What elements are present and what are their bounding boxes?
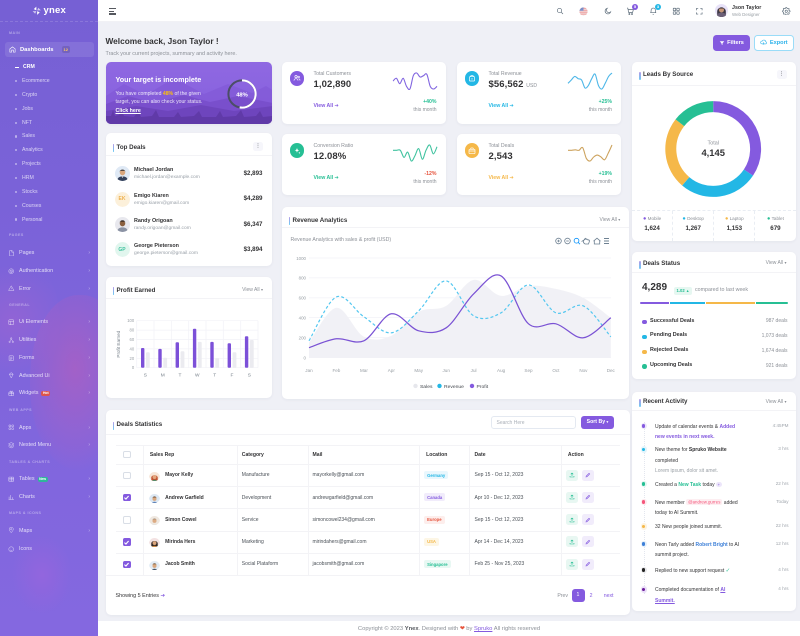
svg-text:S: S [143, 373, 146, 379]
svg-text:Dec: Dec [606, 368, 615, 373]
svg-text:20: 20 [129, 356, 134, 361]
svg-text:T: T [178, 373, 181, 379]
svg-text:48%: 48% [236, 92, 248, 98]
svg-text:S: S [247, 373, 250, 379]
svg-text:600: 600 [298, 296, 306, 301]
svg-text:200: 200 [298, 336, 306, 341]
svg-text:80: 80 [129, 328, 134, 333]
svg-text:Profit Earned: Profit Earned [116, 331, 121, 358]
svg-text:Mar: Mar [359, 368, 367, 373]
svg-text:Sep: Sep [524, 368, 533, 373]
svg-text:0: 0 [131, 365, 134, 370]
svg-text:Aug: Aug [497, 368, 506, 373]
svg-text:60: 60 [129, 337, 134, 342]
svg-text:Jan: Jan [305, 368, 313, 373]
svg-text:Jul: Jul [470, 368, 476, 373]
svg-text:40: 40 [129, 347, 134, 352]
svg-text:T: T [213, 373, 216, 379]
svg-text:May: May [414, 368, 423, 373]
svg-text:Profit: Profit [476, 384, 488, 390]
svg-text:1000: 1000 [296, 256, 306, 261]
svg-text:Apr: Apr [387, 368, 395, 373]
svg-text:W: W [195, 373, 200, 379]
svg-text:Feb: Feb [332, 368, 340, 373]
svg-text:0: 0 [303, 356, 306, 361]
svg-text:4,145: 4,145 [701, 147, 724, 158]
svg-text:Jun: Jun [442, 368, 450, 373]
svg-text:Total: Total [708, 140, 719, 146]
svg-text:M: M [160, 373, 164, 379]
svg-text:F: F [230, 373, 233, 379]
svg-text:Nov: Nov [579, 368, 588, 373]
svg-text:400: 400 [298, 316, 306, 321]
svg-text:Oct: Oct [552, 368, 560, 373]
svg-text:Revenue: Revenue [443, 384, 463, 390]
svg-text:Sales: Sales [419, 384, 432, 390]
svg-text:800: 800 [298, 276, 306, 281]
svg-text:100: 100 [127, 318, 135, 323]
